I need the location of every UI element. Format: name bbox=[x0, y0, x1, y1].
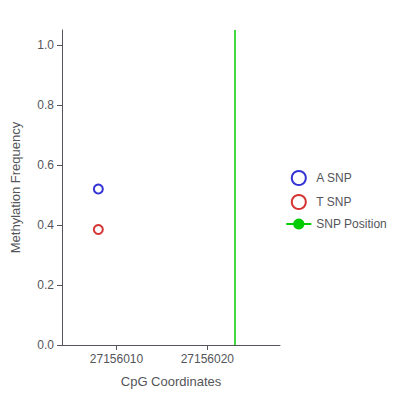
svg-text:0.0: 0.0 bbox=[37, 338, 54, 352]
svg-text:1.0: 1.0 bbox=[37, 38, 54, 52]
svg-text:SNP Position: SNP Position bbox=[316, 217, 386, 231]
svg-text:0.6: 0.6 bbox=[37, 158, 54, 172]
svg-text:0.4: 0.4 bbox=[37, 218, 54, 232]
svg-text:Methylation Frequency: Methylation Frequency bbox=[8, 121, 23, 253]
svg-text:T SNP: T SNP bbox=[316, 195, 351, 209]
svg-text:CpG Coordinates: CpG Coordinates bbox=[121, 374, 222, 389]
svg-text:27156010: 27156010 bbox=[90, 352, 144, 366]
svg-text:A SNP: A SNP bbox=[316, 171, 351, 185]
svg-text:0.8: 0.8 bbox=[37, 98, 54, 112]
svg-text:0.2: 0.2 bbox=[37, 278, 54, 292]
svg-text:27156020: 27156020 bbox=[181, 352, 235, 366]
